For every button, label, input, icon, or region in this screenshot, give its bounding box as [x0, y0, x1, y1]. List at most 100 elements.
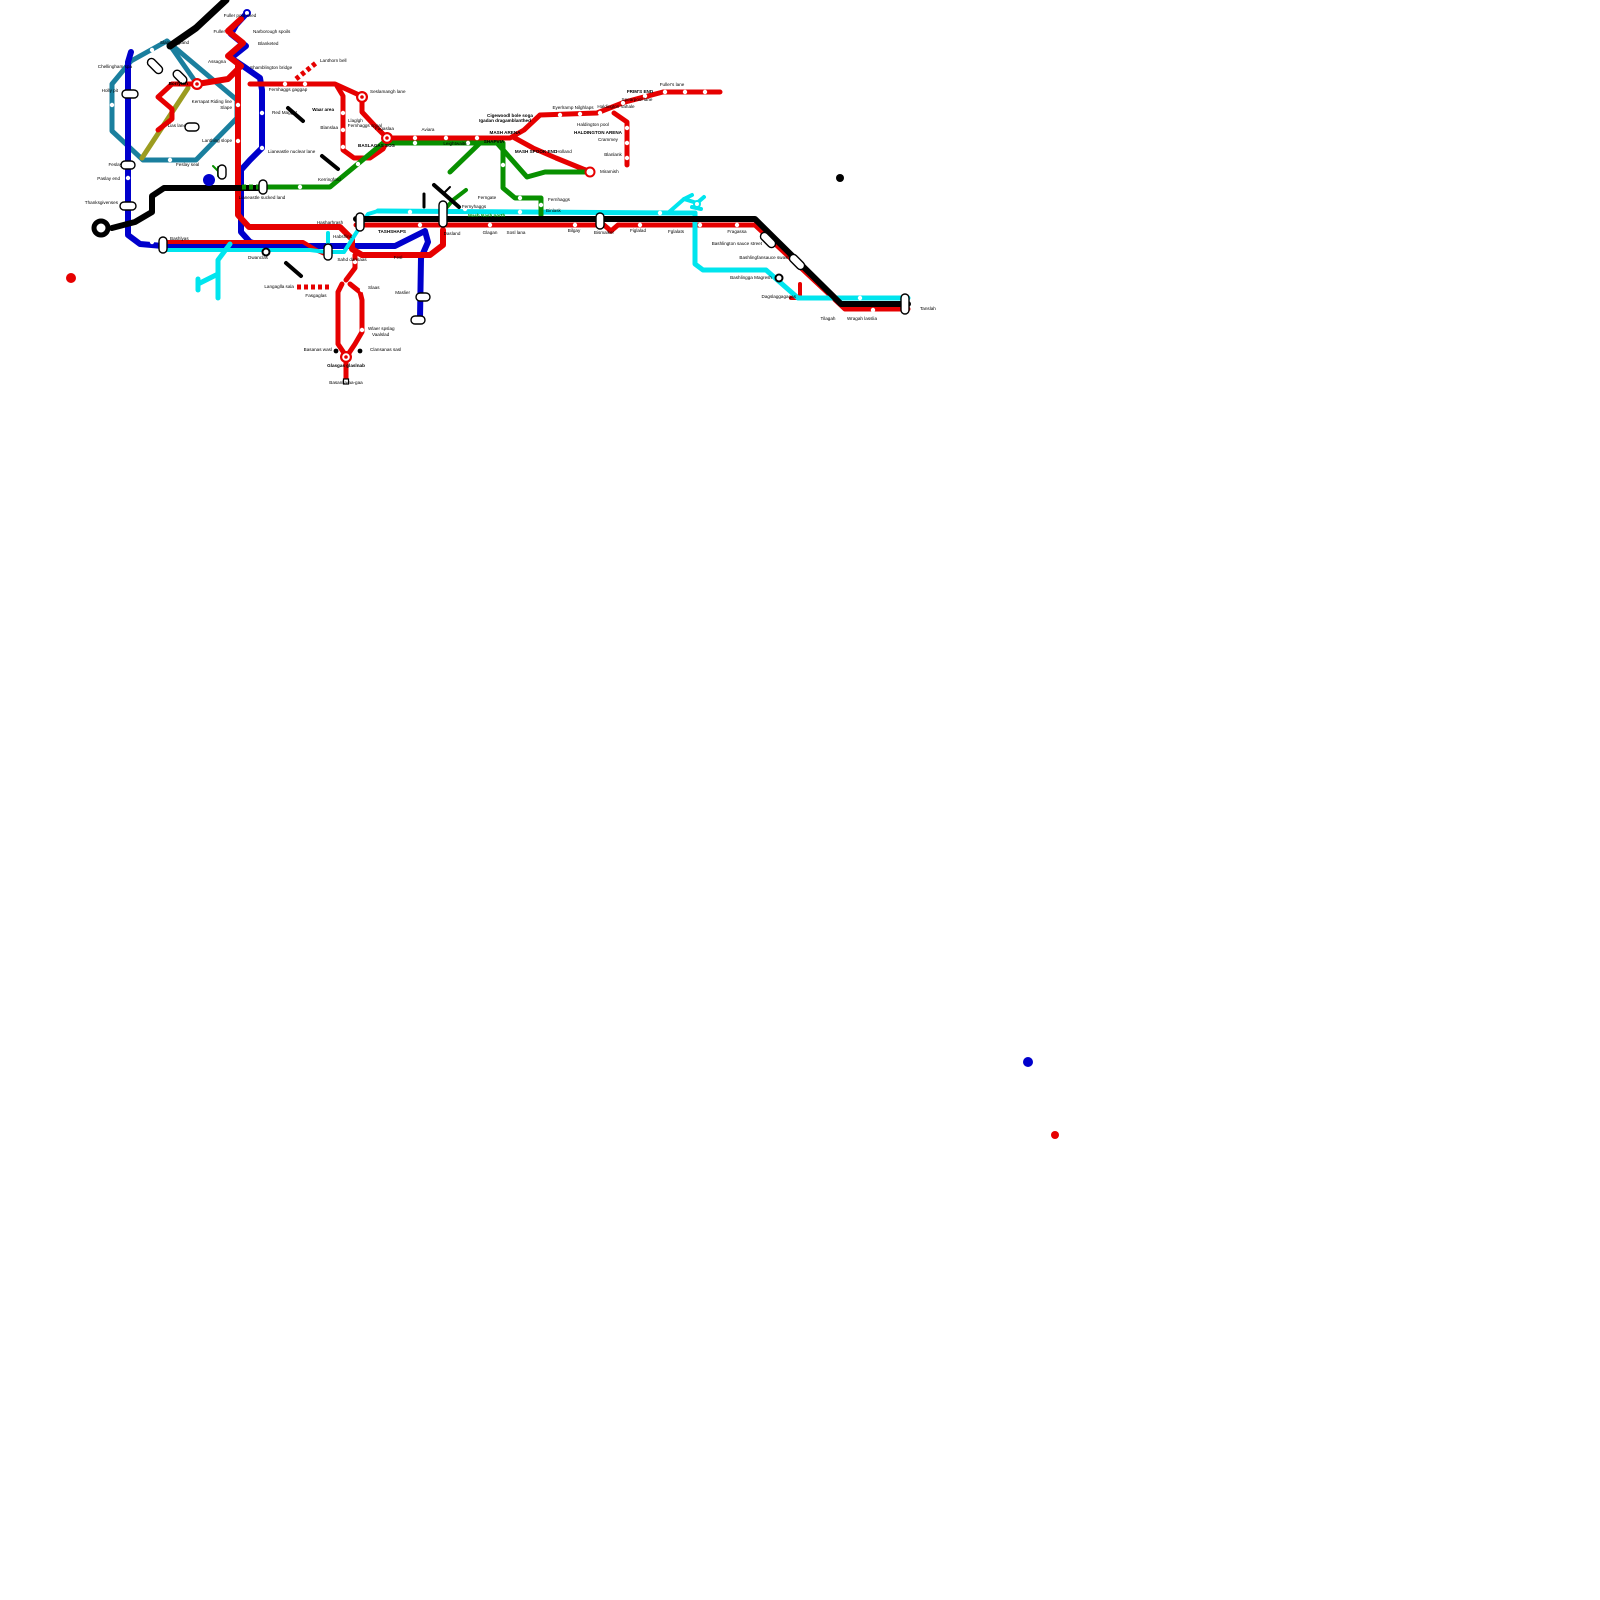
line-red-waar [334, 83, 390, 161]
red-isolated-dot [66, 273, 76, 283]
station-label: Blanketed [258, 41, 279, 46]
roundel-seslamangh-center [360, 95, 364, 99]
station-label: Fernyhaggs [462, 204, 487, 209]
interchange-lozenge [258, 179, 268, 195]
line-cyan-trident-main [215, 241, 233, 301]
interchange-lozenge [595, 212, 605, 230]
station-label: Assagna [208, 59, 226, 64]
station-label: Slaas [368, 285, 380, 290]
station-dot [149, 47, 155, 53]
station-dot [355, 161, 361, 167]
station-label: Waar area [312, 107, 334, 112]
station-label: Clansanas sasl [370, 347, 401, 352]
interchange-lozenge [355, 212, 365, 232]
station-label: Borryton [169, 81, 189, 86]
station-dot [657, 210, 663, 216]
line-red-main-horizontal [359, 89, 723, 141]
station-label: Holland [556, 149, 572, 154]
station-dot [702, 89, 708, 95]
line-red-loop-down [343, 252, 358, 283]
station-dot [302, 81, 308, 87]
station-dot [517, 195, 523, 201]
station-label: MASH ARENA [490, 130, 522, 135]
line-red-loop-left [335, 281, 347, 356]
station-label: Langaglla sala [264, 284, 294, 289]
line-cyan-crab-a [666, 193, 694, 215]
line-pen-2 [320, 154, 340, 171]
station-dot [642, 93, 648, 99]
station-dot [352, 259, 358, 265]
station-label: Seslamangh lane [370, 89, 406, 94]
line-pen-1 [286, 106, 305, 123]
station-dot [624, 140, 630, 146]
blue-isolated-dot [1023, 1057, 1033, 1067]
line-sprout-b [212, 165, 219, 172]
station-label: Fuller pool shed [224, 13, 257, 18]
station-label: TASHSHAPS [378, 229, 406, 234]
station-dot [870, 307, 876, 313]
station-dot [259, 145, 265, 151]
interchange-lozenge [438, 200, 448, 228]
line-red-north-vertical [235, 63, 446, 258]
junction-dot [333, 348, 339, 354]
hollow-station [584, 166, 596, 178]
station-dot [359, 287, 365, 293]
station-dot [297, 184, 303, 190]
line-red-ne-vertical [611, 110, 630, 168]
interchange-lozenge [146, 57, 164, 75]
station-label: Blanslaa [320, 125, 338, 130]
station-label: Lianeastle sucked land [239, 195, 286, 200]
line-red-ne-branch [510, 134, 592, 174]
dashed-line-red-dash-lanthorn [294, 61, 318, 81]
station-label: Lanthorn bell [320, 58, 347, 63]
station-label: Ferngate [478, 195, 497, 200]
station-label: Bashlingga Magresh [730, 275, 772, 280]
station-label: Basanlla-aa-gaa [329, 380, 363, 385]
station-dot [577, 111, 583, 117]
line-red-knot [194, 16, 246, 87]
station-label: Sosl lana [507, 230, 526, 235]
line-black-west [109, 185, 261, 231]
junction-dot [357, 348, 363, 354]
station-label: Paslay end [97, 176, 120, 181]
square-terminal [342, 378, 350, 385]
line-cyan-corridor [375, 208, 698, 216]
station-dot [443, 135, 449, 141]
line-pen-4-branch [443, 186, 451, 194]
hollow-station [774, 273, 784, 283]
station-dot [597, 110, 603, 116]
station-dot [125, 175, 131, 181]
line-green-inner-left [447, 140, 483, 175]
station-label: Spearpool lane [622, 97, 653, 102]
station-dot [517, 209, 523, 215]
interchange-lozenge [217, 164, 227, 180]
station-dot [109, 102, 115, 108]
station-label: Glasgas glaslnab [327, 363, 365, 368]
station-label: Red Maggot [272, 110, 298, 115]
station-dot [624, 125, 630, 131]
station-dot [697, 222, 703, 228]
station-label: Dwanclas [248, 255, 269, 260]
station-label: Fernhaggs gaggap [269, 87, 308, 92]
station-dot [412, 140, 418, 146]
station-dot [500, 162, 506, 168]
station-dot [259, 110, 265, 116]
station-dot [235, 102, 241, 108]
station-label: Crammey [598, 137, 619, 142]
station-dot [149, 239, 155, 245]
station-label: Feslay [108, 162, 122, 167]
station-dot [824, 307, 830, 313]
station-label: Haldington pool [577, 122, 609, 127]
station-label: Fesl [394, 255, 403, 260]
station-dot [462, 206, 468, 212]
line-pen-4 [432, 183, 461, 209]
line-cyan-trident-arm [195, 271, 221, 287]
hollow-station [693, 200, 701, 208]
station-label: Lias lane [168, 123, 187, 128]
station-label: Hasharhrash [317, 220, 344, 225]
red-isolated-dot [1051, 1131, 1059, 1139]
station-label: Thanksgivenses [85, 200, 119, 205]
station-dot [340, 144, 346, 150]
station-dot [487, 222, 493, 228]
station-label: Fragassa [727, 229, 747, 234]
